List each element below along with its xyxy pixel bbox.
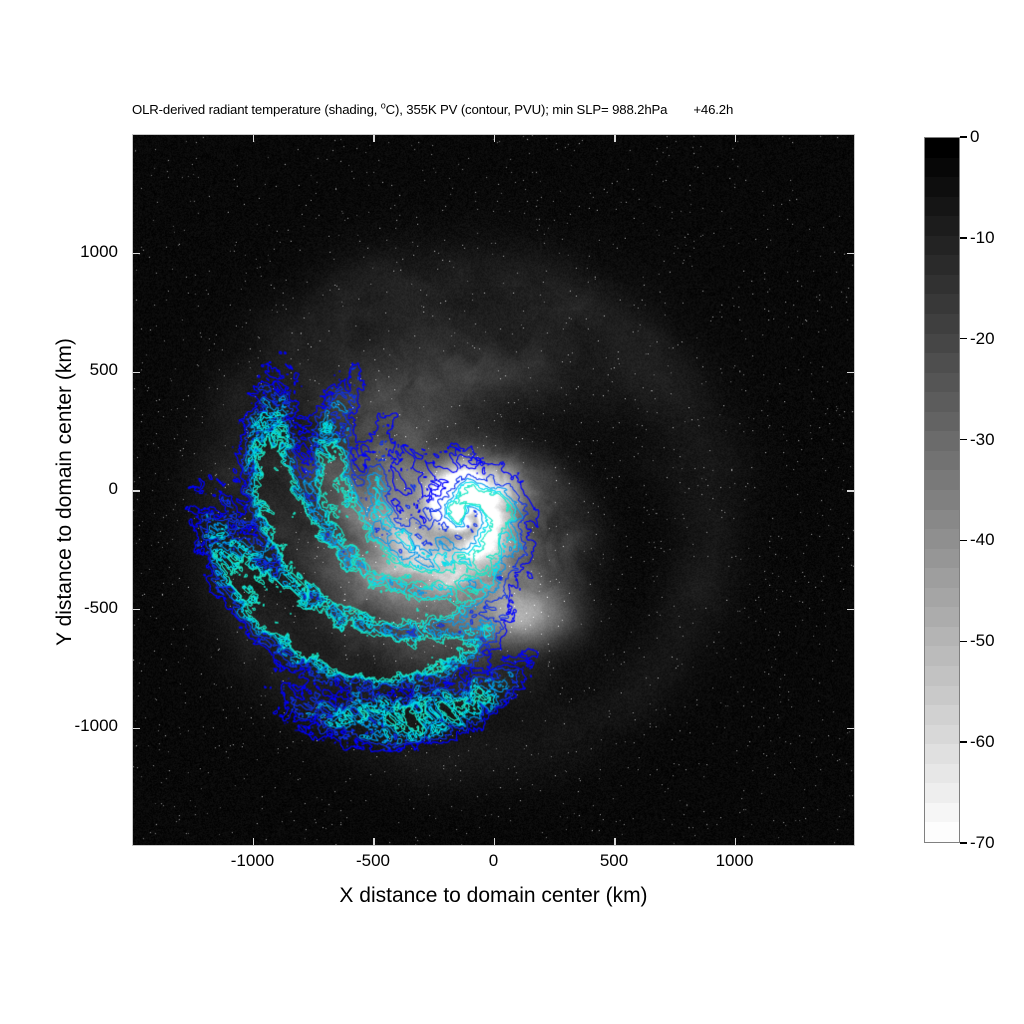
y-axis-tick: [133, 727, 140, 730]
forecast-time-label: +46.2h: [693, 102, 734, 117]
y-axis-tick: [133, 608, 140, 611]
x-axis-tick: [493, 135, 496, 142]
colorbar-tick: [960, 338, 967, 340]
satellite-field-container: [133, 135, 854, 845]
colorbar-band: [925, 470, 959, 492]
y-axis-tick-label: -500: [83, 597, 118, 617]
y-axis-tick: [133, 371, 140, 374]
y-axis-tick: [847, 371, 854, 374]
colorbar-band: [925, 607, 959, 629]
colorbar-tick: [960, 741, 967, 743]
x-axis-tick: [252, 838, 255, 845]
degree-symbol: o: [380, 100, 386, 111]
y-axis-tick: [847, 727, 854, 730]
y-axis-tick: [847, 608, 854, 611]
colorbar-band: [925, 411, 959, 434]
colorbar-band: [925, 509, 959, 531]
colorbar-band: [925, 490, 959, 512]
colorbar-tick: [960, 842, 967, 844]
colorbar-band: [925, 666, 959, 688]
colorbar-tick-label: -30: [970, 429, 995, 449]
colorbar-tick: [960, 438, 967, 441]
colorbar-band: [925, 548, 959, 570]
y-axis-tick-label: 0: [108, 479, 118, 498]
x-axis-tick: [734, 135, 737, 142]
colorbar-band: [925, 392, 959, 414]
y-axis-tick: [847, 490, 854, 492]
colorbar-band: [925, 529, 959, 551]
colorbar-band: [925, 235, 959, 258]
y-axis-tick: [847, 252, 854, 255]
colorbar-band: [925, 744, 959, 766]
colorbar-tick-label: 0: [970, 127, 980, 146]
colorbar-band: [925, 568, 959, 590]
colorbar-band: [925, 783, 959, 805]
colorbar-tick-label: -60: [970, 732, 995, 752]
x-axis-tick: [373, 135, 375, 142]
x-axis-tick-label: 0: [488, 851, 499, 870]
colorbar-band: [925, 274, 959, 297]
colorbar-band: [925, 431, 959, 453]
colorbar-band: [925, 763, 959, 786]
colorbar-band: [925, 626, 959, 649]
x-axis-tick-label: -500: [355, 851, 391, 870]
x-axis-tick: [734, 838, 737, 845]
colorbar-band: [925, 157, 959, 179]
colorbar-band: [925, 333, 959, 355]
colorbar-band: [925, 294, 959, 316]
y-axis-tick-label: 1000: [80, 241, 118, 261]
olr-temperature-shading: [133, 135, 854, 845]
colorbar-tick-label: -50: [970, 631, 995, 651]
colorbar-band: [925, 177, 959, 199]
main-plot-axes: [132, 134, 855, 846]
colorbar-band: [925, 724, 959, 746]
colorbar-band: [925, 802, 959, 825]
x-axis-title: X distance to domain center (km): [339, 884, 648, 907]
x-axis-tick: [614, 135, 616, 142]
colorbar-tick: [960, 539, 967, 542]
colorbar-band: [925, 255, 959, 277]
y-axis-tick: [133, 252, 140, 255]
x-axis-tick-label: -1000: [230, 851, 275, 870]
colorbar-tick: [960, 136, 967, 138]
y-axis-tick-label: 500: [89, 360, 118, 380]
x-axis-tick-label: 500: [599, 851, 629, 870]
plot-title: OLR-derived radiant temperature (shading…: [132, 100, 856, 124]
x-axis-tick: [614, 838, 616, 845]
y-axis-tick: [133, 490, 140, 492]
colorbar-band: [925, 646, 959, 668]
colorbar-band: [925, 450, 959, 473]
x-axis-tick-label: 1000: [715, 851, 754, 870]
x-axis-tick: [373, 838, 375, 845]
x-axis-tick: [493, 838, 496, 845]
colorbar-band: [925, 372, 959, 394]
colorbar-tick-label: -20: [970, 328, 995, 348]
colorbar-band: [925, 216, 959, 238]
colorbar-band: [925, 705, 959, 727]
colorbar-band: [925, 587, 959, 610]
colorbar-band: [925, 196, 959, 218]
colorbar-tick-label: -40: [970, 530, 995, 550]
colorbar-tick: [960, 237, 967, 239]
colorbar-band: [925, 353, 959, 375]
colorbar-band: [925, 314, 959, 336]
title-text-rest: C), 355K PV (contour, PVU); min SLP= 988…: [385, 102, 668, 117]
colorbar-band: [925, 138, 959, 160]
colorbar-tick-label: -70: [970, 833, 995, 852]
colorbar-band: [925, 685, 959, 707]
title-text-main: OLR-derived radiant temperature (shading…: [132, 102, 381, 117]
colorbar-gradient: [925, 138, 959, 842]
y-axis-tick-label: -1000: [74, 716, 118, 736]
colorbar-tick: [960, 640, 967, 642]
colorbar-band: [925, 822, 959, 842]
colorbar-tick-label: -10: [970, 227, 995, 247]
x-axis-tick: [252, 135, 255, 142]
colorbar: [924, 137, 960, 843]
